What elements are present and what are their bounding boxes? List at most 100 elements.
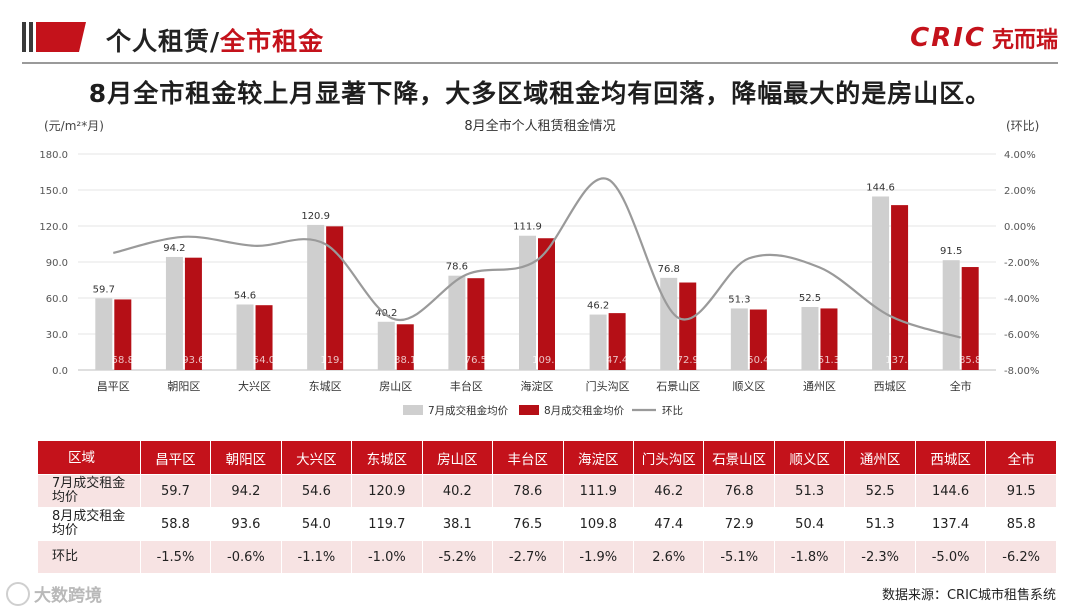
bar-jul-label: 144.6: [866, 182, 895, 193]
table-cell: 76.5: [492, 507, 564, 541]
bar-aug-label: 72.9: [677, 355, 699, 366]
table-cell: 94.2: [210, 474, 282, 508]
x-tick-label: 大兴区: [238, 379, 271, 393]
bar-aug-label: 47.4: [606, 355, 628, 366]
logo-brand: CRIC: [910, 23, 986, 53]
table-cell: 38.1: [421, 507, 494, 541]
bar-aug: [820, 308, 838, 370]
bar-jul: [377, 321, 395, 370]
y2-tick-label: 0.00%: [1004, 222, 1036, 233]
x-tick-label: 丰台区: [450, 379, 483, 393]
section-title-prefix: 个人租赁/: [106, 27, 221, 56]
bar-aug: [255, 305, 273, 370]
table-cell: 78.6: [492, 474, 564, 508]
table-cell: -2.7%: [492, 540, 564, 574]
table-cell: 137.4: [914, 507, 987, 541]
table-cell: -1.1%: [280, 540, 353, 574]
bar-aug: [538, 238, 555, 370]
bar-aug-label: 50.4: [747, 355, 769, 366]
bar-jul-label: 46.2: [587, 301, 609, 312]
bar-jul: [165, 256, 183, 370]
table-cell: -1.0%: [351, 540, 423, 574]
logo-cn: 克而瑞: [991, 28, 1058, 53]
bar-aug: [679, 282, 697, 370]
header-divider: [22, 62, 1058, 64]
bar-aug: [608, 313, 626, 370]
bar-jul: [307, 224, 325, 370]
bar-jul: [589, 314, 607, 370]
y-tick-label: 60.0: [46, 294, 68, 305]
table-cell: 59.7: [139, 474, 212, 508]
legend-label-mom: 环比: [662, 404, 683, 417]
table-cell: 房山区: [421, 440, 494, 475]
y2-tick-label: 2.00%: [1004, 186, 1036, 197]
header: 个人租赁/全市租金 CRIC 克而瑞: [0, 0, 1080, 68]
bar-jul: [95, 298, 113, 370]
x-tick-label: 房山区: [379, 380, 412, 393]
table-cell: 85.8: [985, 507, 1057, 541]
x-tick-label: 门头沟区: [586, 379, 630, 393]
table-cell: 海淀区: [562, 440, 634, 475]
table-cell: -5.0%: [914, 540, 987, 574]
rent-table: 区域 昌平区 朝阳区 大兴区 东城区 房山区 丰台区 海淀区 门头沟区 石景山区 顺义区 通州区 西城区…: [37, 440, 1057, 574]
y2-tick-label: -2.00%: [1004, 258, 1039, 269]
section-title: 个人租赁/全市租金: [106, 22, 324, 58]
title-decoration: [22, 22, 86, 52]
table-cell: 40.2: [421, 474, 494, 508]
y2-tick-label: 4.00%: [1004, 150, 1036, 161]
table-cell: 大兴区: [280, 440, 353, 475]
table-cell: 52.5: [844, 474, 916, 508]
table-cell: 120.9: [351, 474, 423, 508]
cric-logo: CRIC 克而瑞: [910, 22, 1058, 54]
bar-aug-label: 137.4: [885, 355, 914, 366]
y-tick-label: 0.0: [52, 366, 68, 377]
table-cell: 119.7: [351, 507, 423, 541]
y-tick-label: 90.0: [46, 258, 68, 269]
bar-aug-label: 51.3: [818, 355, 840, 366]
table-header-row: 区域 昌平区 朝阳区 大兴区 东城区 房山区 丰台区 海淀区 门头沟区 石景山区 顺义区 通州区 西城区…: [37, 440, 1057, 475]
table-cell: -0.6%: [210, 540, 282, 574]
y-tick-label: 180.0: [39, 150, 68, 161]
section-title-highlight: 全市租金: [220, 27, 325, 56]
x-tick-label: 全市: [950, 379, 972, 393]
table-cell: -1.8%: [773, 540, 846, 574]
table-cell: 全市: [985, 440, 1057, 475]
bar-jul-label: 91.5: [940, 246, 962, 257]
table-cell: 50.4: [773, 507, 846, 541]
bar-aug-label: 93.6: [182, 355, 204, 366]
table-cell: 46.2: [632, 474, 705, 508]
table-cell: 顺义区: [773, 440, 846, 475]
bar-aug: [326, 226, 344, 370]
watermark-text: 大数跨境: [34, 586, 102, 606]
bar-aug-label: 85.8: [959, 355, 981, 366]
table-cell: -1.9%: [562, 540, 634, 574]
bar-aug-label: 54.0: [253, 355, 275, 366]
bar-jul-label: 51.3: [728, 294, 750, 305]
data-source: 数据来源：CRIC城市租售系统: [881, 588, 1056, 603]
bar-jul-label: 52.5: [799, 293, 821, 304]
y-axis-unit-label: (元/m²*月): [44, 119, 104, 133]
bar-aug: [891, 205, 909, 370]
bar-jul: [730, 308, 748, 370]
bar-jul-label: 59.7: [93, 284, 115, 295]
y2-axis-label: (环比): [1006, 119, 1039, 133]
table-cell: 通州区: [844, 440, 916, 475]
legend-swatch-aug: [519, 405, 539, 415]
table-row: 7月成交租金均价 59.7 94.2 54.6 120.9 40.2 78.6 111.9 46…: [37, 474, 1057, 508]
table-cell: 93.6: [210, 507, 282, 541]
bar-aug-label: 76.5: [465, 355, 487, 366]
bar-aug: [749, 309, 767, 370]
bar-jul: [872, 196, 890, 370]
bar-jul-label: 40.2: [375, 308, 397, 319]
table-cell: 丰台区: [492, 440, 564, 475]
mom-line: [113, 177, 962, 339]
bar-aug: [114, 299, 132, 370]
legend-label-jul: 7月成交租金均价: [428, 404, 509, 417]
bar-jul: [801, 307, 819, 370]
table-cell: 72.9: [703, 507, 775, 541]
table-cell: 54.0: [280, 507, 353, 541]
bar-jul-label: 120.9: [301, 211, 330, 222]
row-label: 7月成交租金均价: [37, 474, 141, 508]
y2-tick-label: -4.00%: [1004, 294, 1039, 305]
chart-title: 8月全市个人租赁租金情况: [464, 118, 615, 134]
